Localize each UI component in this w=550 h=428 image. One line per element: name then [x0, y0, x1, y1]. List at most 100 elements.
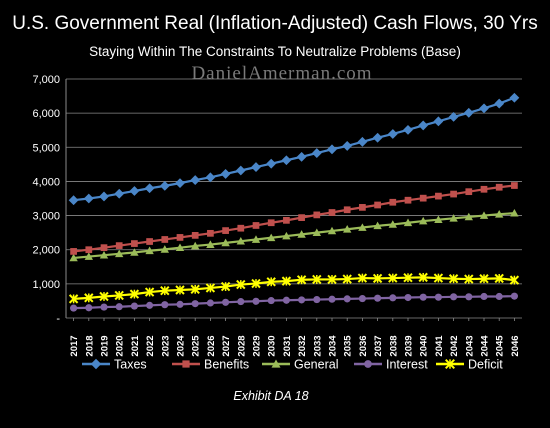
x-axis: 2017 2018 2019 2020 2021 2022 2023 2024 2025 2026…: [69, 318, 521, 357]
y-axis: - 1,000 2,000 3,000 4,000 5,000 6,000 7,000: [32, 74, 67, 325]
data-point: [68, 294, 79, 304]
data-point: [130, 248, 139, 256]
chart-subtitle: Staying Within The Constraints To Neutra…: [89, 44, 461, 59]
x-tick-label: 2027: [221, 335, 232, 356]
legend-item-benefits: Benefits: [172, 358, 249, 372]
series-deficit: [68, 272, 520, 304]
data-point: [434, 215, 443, 224]
data-point: [182, 360, 190, 368]
legend-item-general: General: [262, 358, 338, 372]
y-tick-label: 2,000: [32, 245, 60, 257]
data-point: [328, 295, 336, 303]
data-point: [145, 246, 154, 255]
data-point: [90, 358, 102, 370]
data-point: [222, 227, 229, 234]
legend-label: Benefits: [204, 358, 249, 372]
data-point: [115, 249, 124, 258]
data-point: [435, 192, 442, 200]
data-point: [176, 300, 184, 308]
legend-label: Taxes: [114, 358, 147, 372]
data-point: [297, 230, 306, 238]
series-line: [73, 295, 515, 310]
data-point: [160, 245, 169, 253]
data-point: [207, 229, 214, 237]
data-point: [357, 136, 368, 147]
data-point: [251, 235, 261, 243]
x-tick-label: 2025: [191, 335, 202, 357]
x-tick-label: 2043: [464, 335, 475, 356]
data-point: [419, 293, 427, 301]
data-point: [327, 144, 337, 155]
y-tick-label: -: [56, 313, 60, 325]
data-point: [327, 226, 337, 235]
data-point: [495, 210, 504, 218]
x-tick-label: 2033: [312, 335, 323, 356]
data-point: [418, 120, 429, 131]
x-tick-label: 2030: [267, 335, 278, 356]
y-tick-label: 5,000: [32, 142, 60, 154]
data-point: [388, 273, 398, 283]
data-point: [359, 204, 366, 211]
data-point: [464, 274, 474, 284]
data-point: [100, 244, 108, 252]
series-area: [68, 92, 520, 312]
data-point: [479, 274, 489, 284]
data-point: [358, 223, 367, 231]
data-point: [327, 274, 337, 285]
data-point: [114, 290, 124, 301]
data-point: [85, 246, 93, 254]
data-point: [480, 185, 488, 193]
data-point: [175, 243, 185, 252]
data-point: [372, 132, 383, 143]
data-point: [433, 273, 444, 283]
x-tick-label: 2035: [343, 335, 354, 357]
data-point: [312, 228, 321, 237]
grid: [66, 78, 522, 319]
data-point: [509, 92, 520, 103]
data-point: [313, 295, 321, 304]
data-point: [271, 359, 281, 368]
x-tick-label: 2017: [69, 335, 80, 356]
data-point: [403, 273, 413, 283]
data-point: [99, 250, 109, 259]
y-tick-label: 1,000: [32, 279, 60, 291]
data-point: [364, 360, 372, 368]
legend-label: General: [294, 358, 338, 372]
data-point: [298, 296, 306, 304]
data-point: [403, 124, 413, 135]
data-point: [85, 304, 93, 312]
legend-label: Deficit: [468, 358, 503, 372]
data-point: [372, 273, 383, 284]
data-point: [404, 196, 412, 204]
data-point: [251, 278, 261, 289]
data-point: [343, 206, 351, 214]
data-point: [374, 294, 382, 302]
data-point: [237, 224, 245, 232]
data-point: [296, 151, 307, 162]
data-point: [450, 190, 457, 198]
data-point: [191, 232, 199, 239]
data-point: [480, 292, 488, 301]
x-tick-label: 2031: [282, 335, 293, 357]
data-point: [129, 186, 140, 196]
data-point: [494, 98, 505, 109]
data-point: [114, 188, 125, 199]
data-point: [159, 180, 170, 191]
data-point: [281, 276, 292, 286]
data-point: [100, 303, 108, 311]
data-point: [419, 194, 427, 202]
data-point: [130, 302, 138, 310]
data-point: [83, 193, 94, 204]
data-point: [510, 208, 519, 217]
data-point: [388, 220, 397, 228]
data-point: [161, 301, 169, 309]
data-point: [510, 292, 518, 300]
data-point: [298, 214, 305, 221]
data-point: [463, 107, 474, 118]
x-tick-label: 2029: [252, 335, 263, 356]
data-point: [190, 284, 200, 295]
x-tick-label: 2034: [328, 335, 339, 357]
data-point: [418, 272, 428, 283]
